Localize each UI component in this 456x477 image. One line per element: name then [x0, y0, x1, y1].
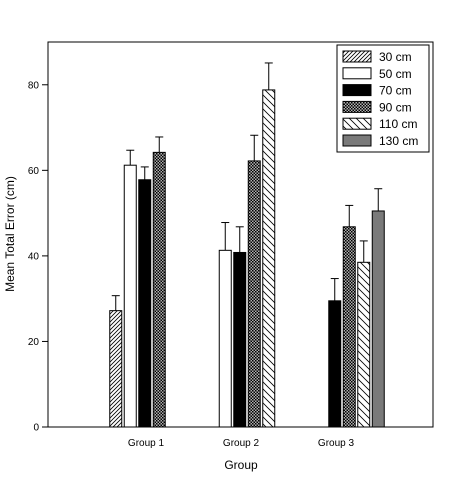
legend-label: 30 cm [379, 50, 412, 64]
legend-swatch [342, 134, 372, 147]
legend-swatch [342, 50, 372, 63]
legend-frame [336, 44, 430, 153]
x-axis-label: Group [224, 458, 258, 472]
error-bars [111, 62, 383, 311]
bar [109, 310, 123, 428]
x-tick-label: Group 3 [318, 438, 355, 449]
bar [371, 210, 385, 428]
bars [109, 89, 385, 428]
legend-label: 50 cm [379, 67, 412, 81]
x-axis: Group 1 Group 2 Group 3 [128, 438, 355, 449]
legend-label: 130 cm [379, 134, 418, 148]
legend-label: 70 cm [379, 84, 412, 98]
x-tick-label: Group 2 [223, 438, 260, 449]
legend-label: 90 cm [379, 100, 412, 114]
legend-label: 110 cm [379, 117, 417, 131]
bar [138, 179, 152, 428]
legend-swatch [342, 67, 372, 80]
y-tick-label: 0 [33, 423, 39, 434]
legend-swatch [342, 100, 372, 113]
y-axis: 0 20 40 60 80 [28, 80, 48, 434]
y-axis-label: Mean Total Error (cm) [3, 176, 17, 292]
bar [218, 249, 232, 428]
y-tick-label: 40 [28, 251, 40, 262]
y-tick-label: 60 [28, 166, 40, 177]
bar [152, 151, 166, 428]
y-tick-label: 20 [28, 337, 40, 348]
x-tick-label: Group 1 [128, 438, 165, 449]
y-tick-label: 80 [28, 80, 40, 91]
bar [233, 251, 247, 428]
bar [342, 226, 356, 428]
legend-swatch [342, 117, 372, 130]
legend: 30 cm 50 cm 70 cm 90 cm 110 cm 130 cm [336, 44, 430, 153]
bar [123, 164, 137, 428]
bar [247, 160, 261, 428]
bar [328, 300, 342, 428]
bar [357, 261, 371, 428]
bar [262, 89, 276, 428]
legend-swatch [342, 84, 372, 97]
